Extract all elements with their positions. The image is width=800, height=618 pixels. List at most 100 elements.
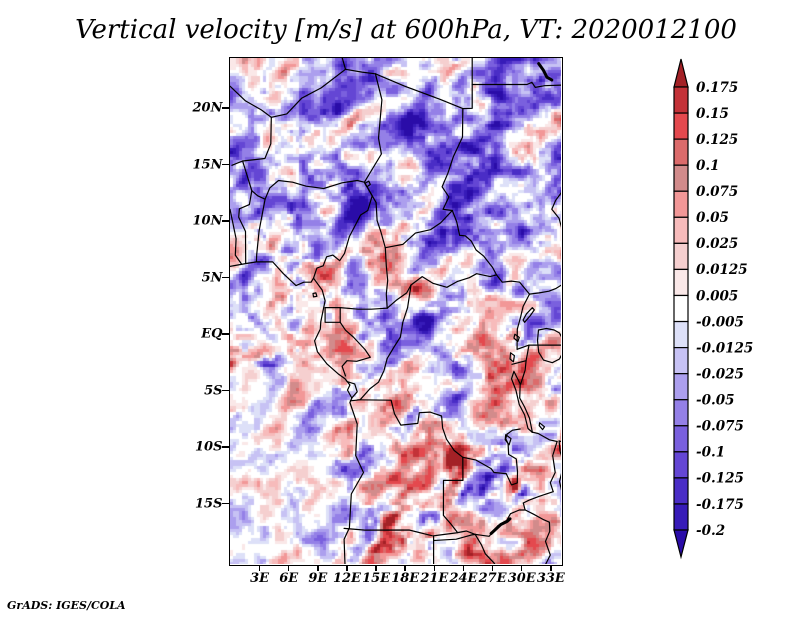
border-benin-nigeria: [255, 198, 266, 263]
lon-tick-mark: [433, 564, 436, 571]
lon-tick-label: 12E: [332, 571, 361, 586]
lake-albert: [522, 307, 535, 323]
lat-tick-label: 15S: [195, 496, 223, 511]
lon-tick-mark: [317, 564, 319, 571]
map-panel: [229, 57, 563, 566]
border-niger-nigeria: [264, 179, 365, 200]
border-car-drc: [410, 273, 498, 288]
colorbar-tick-label: -0.125: [696, 471, 744, 487]
colorbar-tick-label: 0.025: [696, 236, 738, 252]
colorbar-arrow-top: [673, 58, 689, 88]
lon-tick-label: 27E: [478, 571, 507, 586]
velocity-field-canvas: [230, 58, 561, 564]
border-mali-niger-west: [231, 116, 272, 166]
border-nigeria-cameroon: [312, 181, 373, 279]
border-rwanda-burundi-east: [520, 344, 530, 385]
colorbar-tick-label: 0.0125: [696, 262, 748, 278]
colorbar-segment: [673, 138, 689, 166]
colorbar-segment: [673, 190, 689, 218]
lon-tick-label: 33E: [536, 571, 565, 586]
lon-tick-label: 6E: [279, 571, 299, 586]
lon-tick-mark: [520, 564, 523, 571]
lon-tick-label: 18E: [391, 571, 420, 586]
border-sudan-ethiopia: [551, 192, 561, 228]
lon-tick-mark: [491, 564, 494, 571]
border-burkina-niger: [242, 160, 266, 200]
colorbar-segment: [673, 425, 689, 453]
lake-kariba: [489, 517, 512, 535]
border-drc-angola: [356, 399, 464, 458]
lat-tick-mark: [222, 333, 230, 335]
colorbar-segment: [673, 451, 689, 479]
border-cameroon-car: [384, 247, 389, 309]
lon-tick-mark: [404, 564, 406, 571]
lon-tick-mark: [287, 564, 290, 571]
colorbar-segment: [673, 373, 689, 401]
lon-tick-label: 9E: [308, 571, 328, 586]
border-libya-egypt: [462, 58, 473, 110]
border-cabinda: [346, 381, 358, 399]
colorbar-segment: [673, 242, 689, 271]
colorbar-segment: [673, 347, 689, 375]
country-borders-overlay: [230, 58, 561, 564]
lat-tick-mark: [222, 446, 230, 448]
border-zimbabwe-botswana: [474, 533, 496, 564]
border-eq-guinea: [324, 307, 341, 323]
border-rwanda-burundi: [511, 360, 527, 365]
lat-tick-mark: [222, 163, 230, 166]
border-niger-chad: [363, 73, 383, 183]
border-sudan-car: [451, 209, 498, 276]
border-zambia-malawi: [549, 440, 558, 493]
lat-tick-mark: [222, 107, 230, 109]
colorbar-tick-label: 0.075: [696, 184, 738, 200]
border-chad-car: [384, 209, 453, 249]
lake-victoria: [536, 327, 561, 364]
border-uganda-south: [516, 344, 561, 350]
lat-tick-mark: [222, 220, 230, 222]
border-egypt-sudan: [471, 81, 561, 88]
colorbar-tick-label: -0.005: [696, 314, 744, 330]
colorbar-tick-label: -0.075: [696, 419, 744, 435]
lon-tick-label: 3E: [250, 571, 270, 586]
border-congo-drc: [349, 284, 412, 402]
border-caprivi-south: [433, 533, 476, 542]
border-angola-zambia: [442, 456, 464, 534]
colorbar-segment: [673, 112, 689, 140]
border-togo-benin: [238, 208, 247, 264]
border-chad-sudan: [441, 107, 464, 212]
border-sudan-drc: [495, 274, 531, 295]
border-burkina-benin: [238, 190, 253, 210]
lat-tick-mark: [222, 389, 230, 392]
colorbar-segment: [673, 216, 689, 244]
lat-tick-mark: [222, 276, 230, 279]
lake-rukwa: [538, 422, 546, 431]
lat-tick-label: EQ: [201, 326, 223, 342]
lake-bioko-island: [312, 292, 318, 298]
grads-attribution: GrADS: IGES/COLA: [7, 599, 126, 612]
border-angola-namibia: [343, 527, 433, 537]
border-libya-chad: [374, 73, 464, 110]
colorbar-segment: [673, 268, 689, 297]
colorbar-tick-label: -0.1: [696, 445, 725, 461]
border-coast-west-africa: [230, 261, 365, 564]
lon-tick-mark: [375, 564, 377, 571]
border-ghana-togo: [230, 208, 243, 265]
colorbar-segment: [673, 294, 689, 323]
border-drc-zambia: [462, 428, 521, 486]
colorbar-tick-label: 0.005: [696, 288, 738, 304]
lon-tick-label: 30E: [507, 571, 536, 586]
colorbar-tick-label: -0.05: [696, 393, 734, 409]
border-algeria-mali: [230, 85, 272, 118]
lake-kivu: [509, 352, 515, 363]
lat-tick-label: 10N: [192, 213, 223, 229]
border-sudan-uganda: [528, 284, 561, 295]
lon-tick-mark: [550, 564, 552, 571]
border-caprivi-north: [433, 530, 476, 537]
border-gabon-congo: [339, 321, 371, 377]
lat-tick-label: 15N: [192, 157, 223, 173]
lake-malawi: [558, 440, 561, 491]
border-zambia-zimbabwe: [474, 502, 526, 537]
border-cameroon-gabon-congo: [324, 307, 388, 310]
lon-tick-mark: [346, 564, 348, 571]
